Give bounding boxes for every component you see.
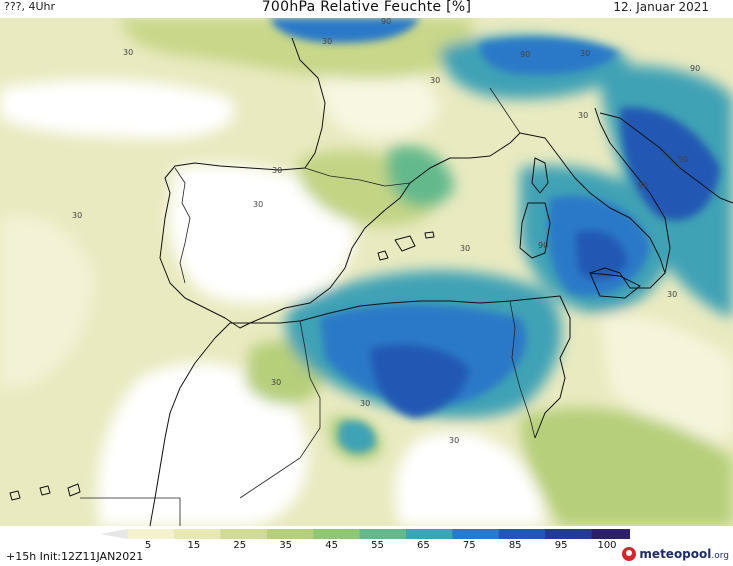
contour-label: 30 [253,200,263,209]
dry-zone-sahara-east [395,431,545,526]
colorbar-segment [452,529,500,539]
border-algeria-tunisia [509,300,536,439]
colorbar-segment [313,529,361,539]
colorbar-segment [174,529,222,539]
humidity-map: 90 30 30 90 30 90 30 30 30 30 30 90 90 9… [0,18,733,526]
logo-text: meteopool.org [639,547,729,561]
wet-core-atlas [338,420,376,454]
colorbar-segment [359,529,407,539]
colorbar-tick-label: 85 [508,540,522,551]
colorbar-segment [220,529,268,539]
map-title: 700hPa Relative Feuchte [%] [261,0,472,15]
colorbar-tick-label: 55 [371,540,384,551]
colorbar-tick-label: 65 [417,540,430,551]
coast-sicily [589,272,641,299]
contour-label: 90 [638,181,648,190]
colorbar-segment [591,529,630,539]
colorbar-tick-label: 45 [325,540,338,551]
contour-label: 30 [123,48,133,57]
coast-ibiza [377,250,389,261]
contour-label: 30 [460,244,470,253]
humidity-core-shading [270,18,720,454]
contour-label: 30 [580,49,590,58]
colorbar-tick-label: 5 [144,540,152,551]
coast-canary-islands [9,483,81,501]
coastline-iberia [159,162,411,329]
coast-sardinia [519,202,551,259]
colorbar-segment [406,529,453,539]
dry-zone-north-africa [97,362,308,526]
coastline-morocco-atlantic [149,322,231,526]
contour-label: 30 [72,211,82,220]
colorbar [100,529,630,539]
dry-zone-iberia [168,164,355,303]
colorbar-tick-label: 95 [554,540,568,551]
colorbar-tick-label: 25 [233,540,247,551]
border-spain-portugal [174,167,191,284]
meteopool-logo[interactable]: meteopool.org [622,544,729,564]
colorbar-tick-label: 15 [187,540,201,551]
contour-label: 90 [520,50,530,59]
border-morocco-algeria [239,320,321,499]
coast-corsica [531,157,549,194]
contour-label: 90 [538,241,548,250]
contour-labels: 90 30 30 90 30 90 30 30 30 30 30 90 90 9… [72,18,700,445]
contour-label: 30 [578,111,588,120]
location-label: ???, 4Uhr [4,0,56,13]
wet-core-north [270,18,420,43]
run-info: +15h Init:12Z11JAN2021 [6,550,144,563]
logo-icon [622,547,637,561]
border-france-italy [489,87,521,134]
contour-label: 90 [690,64,700,73]
colorbar-tick-label: 100 [597,540,617,551]
contour-label: 30 [430,76,440,85]
wet-core-adriatic [620,107,720,221]
contour-label: 30 [271,378,281,387]
colorbar-segment [127,529,175,539]
dry-zone-west-atlantic [0,215,95,388]
coastline-balkans [599,112,733,204]
contour-label: 30 [322,37,332,46]
coastline-france-mediterranean [409,132,521,184]
wet-core-tyrrhenian-deep [575,229,628,281]
logo-text-suffix: .org [711,551,729,561]
contour-label: 30 [667,290,677,299]
coast-mallorca [394,235,416,252]
colorbar-segment [498,529,546,539]
wet-core-alps [479,37,620,75]
logo-text-main: meteopool [639,547,712,561]
colorbar-extend-low [100,529,128,539]
coast-menorca [424,231,435,239]
contour-label: 30 [272,166,282,175]
dry-zone-atlantic-north [0,79,235,139]
colorbar-segment [545,529,592,539]
coastlines [9,37,733,526]
colorbar-segment [266,529,314,539]
border-western-sahara [80,497,181,526]
coastline-north-africa [230,295,571,439]
forecast-date: 12. Januar 2021 [613,0,709,14]
green-belt-east [520,407,733,526]
colorbar-tick-label: 35 [279,540,293,551]
coastline-france-atlantic [291,37,326,169]
contour-label: 30 [449,436,459,445]
wet-core-algeria-deep [370,344,470,418]
border-spain-france [304,167,411,187]
colorbar-tick-label: 75 [462,540,476,551]
legend: 5 15 25 35 45 55 65 75 85 95 100 +15h Init:12Z11JA… [0,526,733,566]
contour-label: 30 [360,399,370,408]
map-header: ???, 4Uhr 700hPa Relative Feuchte [%] 12… [0,0,733,18]
borders [80,87,536,526]
contour-label: 90 [678,155,688,164]
dry-zone-mediterranean-east [600,316,733,440]
coastline-italy-adriatic [594,107,671,274]
contour-label: 90 [381,18,391,26]
